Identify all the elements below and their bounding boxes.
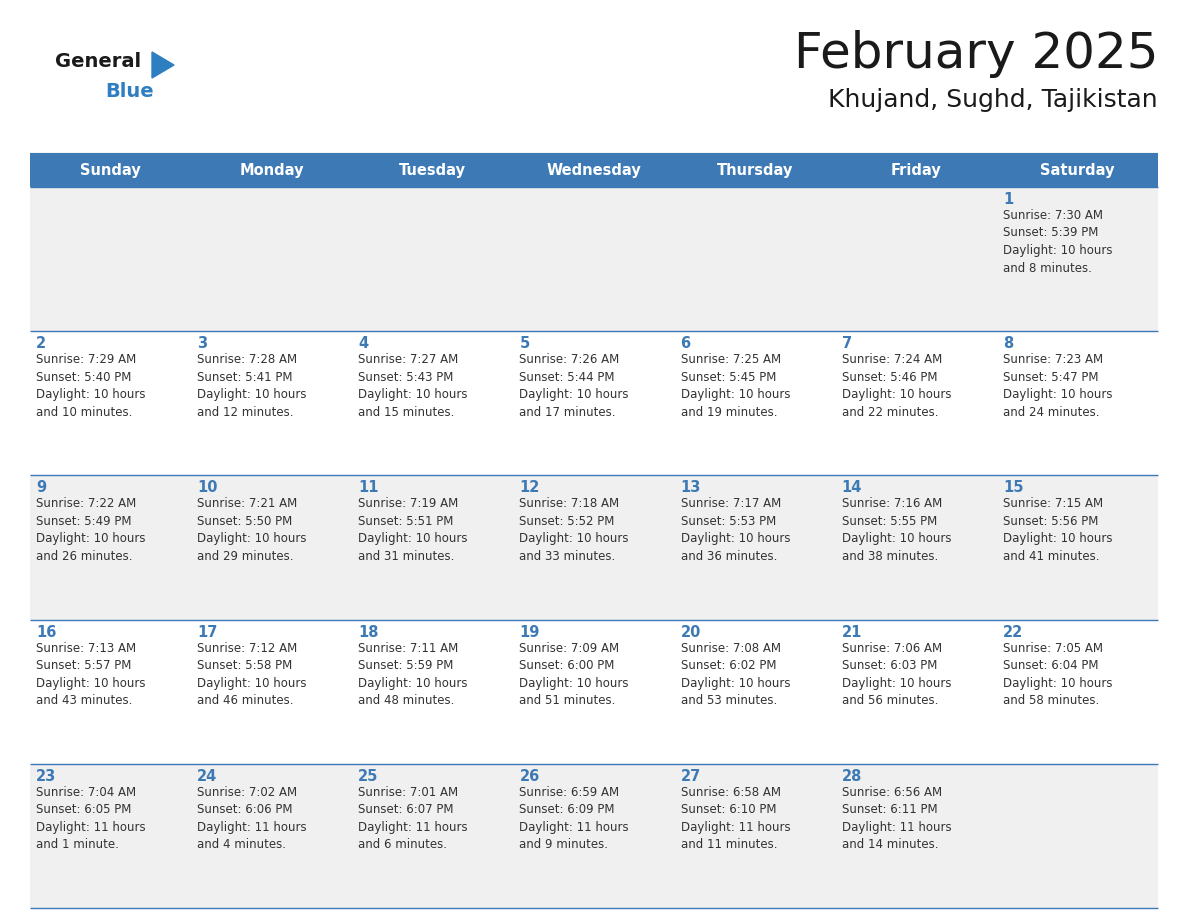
Bar (30, 620, 1158, 764)
Text: Sunrise: 7:09 AM
Sunset: 6:00 PM
Daylight: 10 hours
and 51 minutes.: Sunrise: 7:09 AM Sunset: 6:00 PM Dayligh… (519, 642, 628, 707)
Text: Sunrise: 7:25 AM
Sunset: 5:45 PM
Daylight: 10 hours
and 19 minutes.: Sunrise: 7:25 AM Sunset: 5:45 PM Dayligh… (681, 353, 790, 419)
Text: 9: 9 (36, 480, 46, 496)
Text: 4: 4 (359, 336, 368, 352)
Text: Blue: Blue (105, 82, 153, 101)
Text: 23: 23 (36, 768, 56, 784)
Bar (30, 187, 1158, 331)
Text: 12: 12 (519, 480, 539, 496)
Text: Khujand, Sughd, Tajikistan: Khujand, Sughd, Tajikistan (828, 88, 1158, 112)
Text: 3: 3 (197, 336, 207, 352)
Text: Sunday: Sunday (81, 163, 141, 178)
Text: 14: 14 (842, 480, 862, 496)
Text: Sunrise: 6:59 AM
Sunset: 6:09 PM
Daylight: 11 hours
and 9 minutes.: Sunrise: 6:59 AM Sunset: 6:09 PM Dayligh… (519, 786, 630, 851)
Text: 26: 26 (519, 768, 539, 784)
Text: Sunrise: 7:05 AM
Sunset: 6:04 PM
Daylight: 10 hours
and 58 minutes.: Sunrise: 7:05 AM Sunset: 6:04 PM Dayligh… (1003, 642, 1112, 707)
Text: Sunrise: 6:56 AM
Sunset: 6:11 PM
Daylight: 11 hours
and 14 minutes.: Sunrise: 6:56 AM Sunset: 6:11 PM Dayligh… (842, 786, 952, 851)
Text: Sunrise: 7:23 AM
Sunset: 5:47 PM
Daylight: 10 hours
and 24 minutes.: Sunrise: 7:23 AM Sunset: 5:47 PM Dayligh… (1003, 353, 1112, 419)
Text: 24: 24 (197, 768, 217, 784)
Text: Sunrise: 7:24 AM
Sunset: 5:46 PM
Daylight: 10 hours
and 22 minutes.: Sunrise: 7:24 AM Sunset: 5:46 PM Dayligh… (842, 353, 952, 419)
Text: 28: 28 (842, 768, 862, 784)
Text: Sunrise: 7:21 AM
Sunset: 5:50 PM
Daylight: 10 hours
and 29 minutes.: Sunrise: 7:21 AM Sunset: 5:50 PM Dayligh… (197, 498, 307, 563)
Bar (513, 155, 675, 187)
Text: Thursday: Thursday (716, 163, 794, 178)
Text: Sunrise: 7:29 AM
Sunset: 5:40 PM
Daylight: 10 hours
and 10 minutes.: Sunrise: 7:29 AM Sunset: 5:40 PM Dayligh… (36, 353, 145, 419)
Text: Monday: Monday (240, 163, 304, 178)
Text: 1: 1 (1003, 192, 1013, 207)
Text: Sunrise: 7:17 AM
Sunset: 5:53 PM
Daylight: 10 hours
and 36 minutes.: Sunrise: 7:17 AM Sunset: 5:53 PM Dayligh… (681, 498, 790, 563)
Text: Sunrise: 7:27 AM
Sunset: 5:43 PM
Daylight: 10 hours
and 15 minutes.: Sunrise: 7:27 AM Sunset: 5:43 PM Dayligh… (359, 353, 468, 419)
Text: 22: 22 (1003, 624, 1023, 640)
Text: Sunrise: 7:28 AM
Sunset: 5:41 PM
Daylight: 10 hours
and 12 minutes.: Sunrise: 7:28 AM Sunset: 5:41 PM Dayligh… (197, 353, 307, 419)
Text: Sunrise: 7:06 AM
Sunset: 6:03 PM
Daylight: 10 hours
and 56 minutes.: Sunrise: 7:06 AM Sunset: 6:03 PM Dayligh… (842, 642, 952, 707)
Text: 21: 21 (842, 624, 862, 640)
Text: 25: 25 (359, 768, 379, 784)
Text: 6: 6 (681, 336, 690, 352)
Text: Sunrise: 7:16 AM
Sunset: 5:55 PM
Daylight: 10 hours
and 38 minutes.: Sunrise: 7:16 AM Sunset: 5:55 PM Dayligh… (842, 498, 952, 563)
Text: Sunrise: 7:13 AM
Sunset: 5:57 PM
Daylight: 10 hours
and 43 minutes.: Sunrise: 7:13 AM Sunset: 5:57 PM Dayligh… (36, 642, 145, 707)
Text: 16: 16 (36, 624, 56, 640)
Text: Sunrise: 7:08 AM
Sunset: 6:02 PM
Daylight: 10 hours
and 53 minutes.: Sunrise: 7:08 AM Sunset: 6:02 PM Dayligh… (681, 642, 790, 707)
Text: Sunrise: 7:22 AM
Sunset: 5:49 PM
Daylight: 10 hours
and 26 minutes.: Sunrise: 7:22 AM Sunset: 5:49 PM Dayligh… (36, 498, 145, 563)
Text: 11: 11 (359, 480, 379, 496)
Text: 2: 2 (36, 336, 46, 352)
Text: Sunrise: 7:01 AM
Sunset: 6:07 PM
Daylight: 11 hours
and 6 minutes.: Sunrise: 7:01 AM Sunset: 6:07 PM Dayligh… (359, 786, 468, 851)
Bar (30, 331, 1158, 476)
Bar (30, 476, 1158, 620)
Bar (675, 155, 835, 187)
Text: Sunrise: 7:12 AM
Sunset: 5:58 PM
Daylight: 10 hours
and 46 minutes.: Sunrise: 7:12 AM Sunset: 5:58 PM Dayligh… (197, 642, 307, 707)
Bar (30, 155, 191, 187)
Text: Sunrise: 7:30 AM
Sunset: 5:39 PM
Daylight: 10 hours
and 8 minutes.: Sunrise: 7:30 AM Sunset: 5:39 PM Dayligh… (1003, 209, 1112, 274)
Text: Wednesday: Wednesday (546, 163, 642, 178)
Bar (835, 155, 997, 187)
Text: 15: 15 (1003, 480, 1023, 496)
Text: Sunrise: 7:04 AM
Sunset: 6:05 PM
Daylight: 11 hours
and 1 minute.: Sunrise: 7:04 AM Sunset: 6:05 PM Dayligh… (36, 786, 146, 851)
Text: 13: 13 (681, 480, 701, 496)
Text: 17: 17 (197, 624, 217, 640)
Text: 20: 20 (681, 624, 701, 640)
Text: Sunrise: 7:26 AM
Sunset: 5:44 PM
Daylight: 10 hours
and 17 minutes.: Sunrise: 7:26 AM Sunset: 5:44 PM Dayligh… (519, 353, 628, 419)
Polygon shape (152, 52, 173, 78)
Bar (191, 155, 353, 187)
Text: 18: 18 (359, 624, 379, 640)
Text: February 2025: February 2025 (794, 30, 1158, 78)
Text: Tuesday: Tuesday (399, 163, 467, 178)
Bar (353, 155, 513, 187)
Text: Sunrise: 7:19 AM
Sunset: 5:51 PM
Daylight: 10 hours
and 31 minutes.: Sunrise: 7:19 AM Sunset: 5:51 PM Dayligh… (359, 498, 468, 563)
Text: 5: 5 (519, 336, 530, 352)
Text: Saturday: Saturday (1041, 163, 1114, 178)
Text: 8: 8 (1003, 336, 1013, 352)
Text: 27: 27 (681, 768, 701, 784)
Text: Sunrise: 6:58 AM
Sunset: 6:10 PM
Daylight: 11 hours
and 11 minutes.: Sunrise: 6:58 AM Sunset: 6:10 PM Dayligh… (681, 786, 790, 851)
Text: 19: 19 (519, 624, 539, 640)
Text: 7: 7 (842, 336, 852, 352)
Text: Sunrise: 7:15 AM
Sunset: 5:56 PM
Daylight: 10 hours
and 41 minutes.: Sunrise: 7:15 AM Sunset: 5:56 PM Dayligh… (1003, 498, 1112, 563)
Text: Sunrise: 7:02 AM
Sunset: 6:06 PM
Daylight: 11 hours
and 4 minutes.: Sunrise: 7:02 AM Sunset: 6:06 PM Dayligh… (197, 786, 307, 851)
Bar (30, 764, 1158, 908)
Text: Sunrise: 7:11 AM
Sunset: 5:59 PM
Daylight: 10 hours
and 48 minutes.: Sunrise: 7:11 AM Sunset: 5:59 PM Dayligh… (359, 642, 468, 707)
Bar (997, 155, 1158, 187)
Text: Sunrise: 7:18 AM
Sunset: 5:52 PM
Daylight: 10 hours
and 33 minutes.: Sunrise: 7:18 AM Sunset: 5:52 PM Dayligh… (519, 498, 628, 563)
Text: 10: 10 (197, 480, 217, 496)
Text: General: General (55, 52, 141, 71)
Text: Friday: Friday (891, 163, 942, 178)
